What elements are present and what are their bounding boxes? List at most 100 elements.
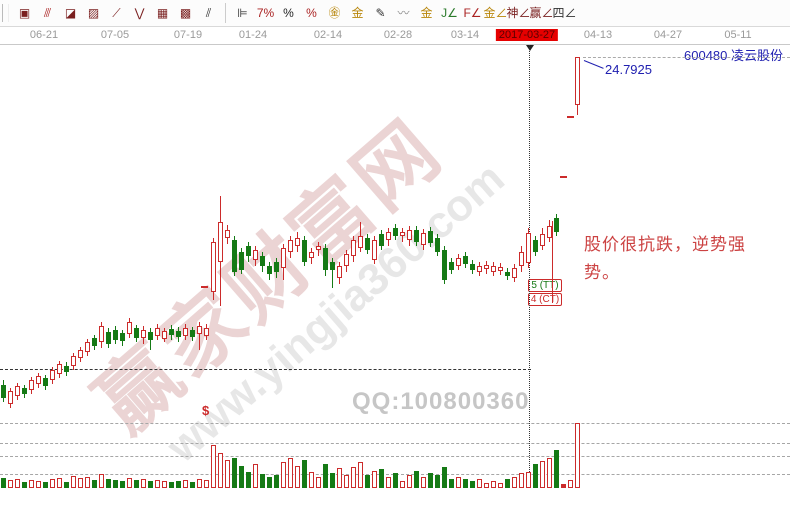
candle-body bbox=[92, 338, 97, 346]
volume-bar bbox=[477, 479, 482, 488]
date-label-highlighted: 2017-03-27 bbox=[495, 29, 559, 41]
volume-bar bbox=[351, 467, 356, 488]
toolbar-grip[interactable] bbox=[2, 4, 9, 22]
candle-body bbox=[393, 228, 398, 236]
volume-bar bbox=[267, 477, 272, 488]
volume-bar bbox=[330, 473, 335, 488]
volume-bar bbox=[365, 475, 370, 488]
angle-ying-icon[interactable]: 赢∠ bbox=[530, 2, 554, 24]
wave-icon[interactable]: 〰 bbox=[393, 2, 414, 24]
candle-body bbox=[29, 380, 34, 390]
marker-vertical-line bbox=[552, 221, 553, 303]
volume-bar bbox=[561, 484, 566, 488]
parallel-lines-icon[interactable]: ⫽ bbox=[198, 2, 219, 24]
volume-bar bbox=[162, 481, 167, 488]
grid-icon[interactable]: ▦ bbox=[152, 2, 173, 24]
volume-bar bbox=[1, 478, 6, 488]
gann-fan-icon[interactable]: ⫻ bbox=[37, 2, 58, 24]
price-ruler-icon[interactable]: ⊫ bbox=[232, 2, 253, 24]
volume-bar bbox=[22, 482, 27, 488]
candle-body bbox=[218, 222, 223, 262]
gold-circle-icon[interactable]: ㊎ bbox=[324, 2, 345, 24]
angle-shen-icon[interactable]: 神∠ bbox=[507, 2, 531, 24]
trend-lines-icon[interactable]: ⟋ bbox=[106, 2, 127, 24]
candle-body bbox=[225, 230, 230, 238]
vertical-dotted-line bbox=[529, 45, 530, 488]
volume-bar bbox=[155, 480, 160, 488]
candle-body bbox=[106, 332, 111, 344]
price-label: 24.7925 bbox=[605, 62, 652, 77]
percent-icon[interactable]: % bbox=[278, 2, 299, 24]
watermark-url: www.yingjia360.com bbox=[157, 153, 514, 472]
date-label: 01-24 bbox=[238, 29, 268, 41]
volume-bar bbox=[309, 472, 314, 488]
candle-body bbox=[344, 254, 349, 266]
candle-body bbox=[484, 265, 489, 269]
candle-body bbox=[470, 264, 475, 270]
candle-wick bbox=[332, 258, 333, 288]
volume-bar bbox=[505, 479, 510, 488]
candle-body bbox=[330, 262, 335, 270]
brush-icon[interactable]: ✎ bbox=[370, 2, 391, 24]
angle-gold-icon[interactable]: 金∠ bbox=[484, 2, 508, 24]
volume-bar bbox=[92, 480, 97, 488]
candle-body bbox=[113, 330, 118, 340]
zigzag-icon[interactable]: ⋁ bbox=[129, 2, 150, 24]
date-axis: 06-21 07-05 07-19 01-24 02-14 02-28 03-14 2017-… bbox=[0, 27, 790, 45]
gold2-icon[interactable]: 金 bbox=[416, 2, 437, 24]
candle-body bbox=[176, 331, 181, 337]
volume-bar bbox=[407, 475, 412, 488]
volume-bar bbox=[449, 479, 454, 488]
volume-bar bbox=[456, 477, 461, 488]
candle-body bbox=[463, 256, 468, 264]
grid-select-icon[interactable]: ▩ bbox=[175, 2, 196, 24]
candle-body bbox=[547, 226, 552, 238]
candle-body bbox=[134, 328, 139, 338]
volume-bar bbox=[540, 461, 545, 488]
candle-body bbox=[183, 328, 188, 336]
volume-bar bbox=[484, 483, 489, 488]
watermark-qq: QQ:100800360 bbox=[352, 388, 530, 415]
candle-body bbox=[505, 272, 510, 276]
angle-si-icon[interactable]: 四∠ bbox=[553, 2, 577, 24]
angle-f-icon[interactable]: F∠ bbox=[462, 2, 483, 24]
volume-bar bbox=[386, 477, 391, 488]
candle-body bbox=[358, 236, 363, 248]
candle-body bbox=[295, 238, 300, 246]
volume-bar bbox=[190, 482, 195, 488]
candle-body bbox=[435, 238, 440, 252]
volume-bar bbox=[491, 481, 496, 488]
candle-body bbox=[449, 262, 454, 270]
volume-bar bbox=[204, 480, 209, 488]
gann-box-icon[interactable]: ◪ bbox=[60, 2, 81, 24]
candle-body bbox=[414, 230, 419, 242]
toolbar-icons: ▣ ⫻ ◪ ▨ ⟋ ⋁ ▦ ▩ ⫽ ⊫ 7%%% ㊎金 ✎ 〰金 J∠ F∠ 金∠ 神∠ 赢∠ 四∠ bbox=[14, 2, 577, 24]
chart-canvas[interactable]: 赢家财富网 www.yingjia360.com QQ:100800360 60… bbox=[0, 0, 790, 488]
selection-box-icon[interactable]: ▣ bbox=[14, 2, 35, 24]
percent-lines-icon[interactable]: % bbox=[301, 2, 322, 24]
volume-bar bbox=[232, 458, 237, 488]
candle-body bbox=[540, 234, 545, 246]
volume-bar bbox=[8, 480, 13, 488]
volume-bar bbox=[498, 483, 503, 488]
volume-bar bbox=[141, 479, 146, 488]
candle-body bbox=[323, 248, 328, 270]
volume-bar bbox=[36, 481, 41, 488]
candle-body bbox=[71, 356, 76, 366]
candle-body bbox=[141, 330, 146, 338]
volume-bar bbox=[379, 469, 384, 488]
candle-body bbox=[428, 231, 433, 243]
gann-square-icon[interactable]: ▨ bbox=[83, 2, 104, 24]
candle-body bbox=[127, 322, 132, 334]
volume-bar bbox=[274, 475, 279, 488]
date-label: 02-28 bbox=[383, 29, 413, 41]
percent-seven-icon[interactable]: 7% bbox=[255, 2, 276, 24]
volume-bar bbox=[323, 464, 328, 488]
volume-bar bbox=[246, 472, 251, 488]
candle-body bbox=[267, 266, 272, 274]
candle-body bbox=[421, 233, 426, 245]
candle-body bbox=[337, 266, 342, 278]
angle-j-icon[interactable]: J∠ bbox=[439, 2, 460, 24]
gold-lines-icon[interactable]: 金 bbox=[347, 2, 368, 24]
candle-body bbox=[498, 267, 503, 271]
